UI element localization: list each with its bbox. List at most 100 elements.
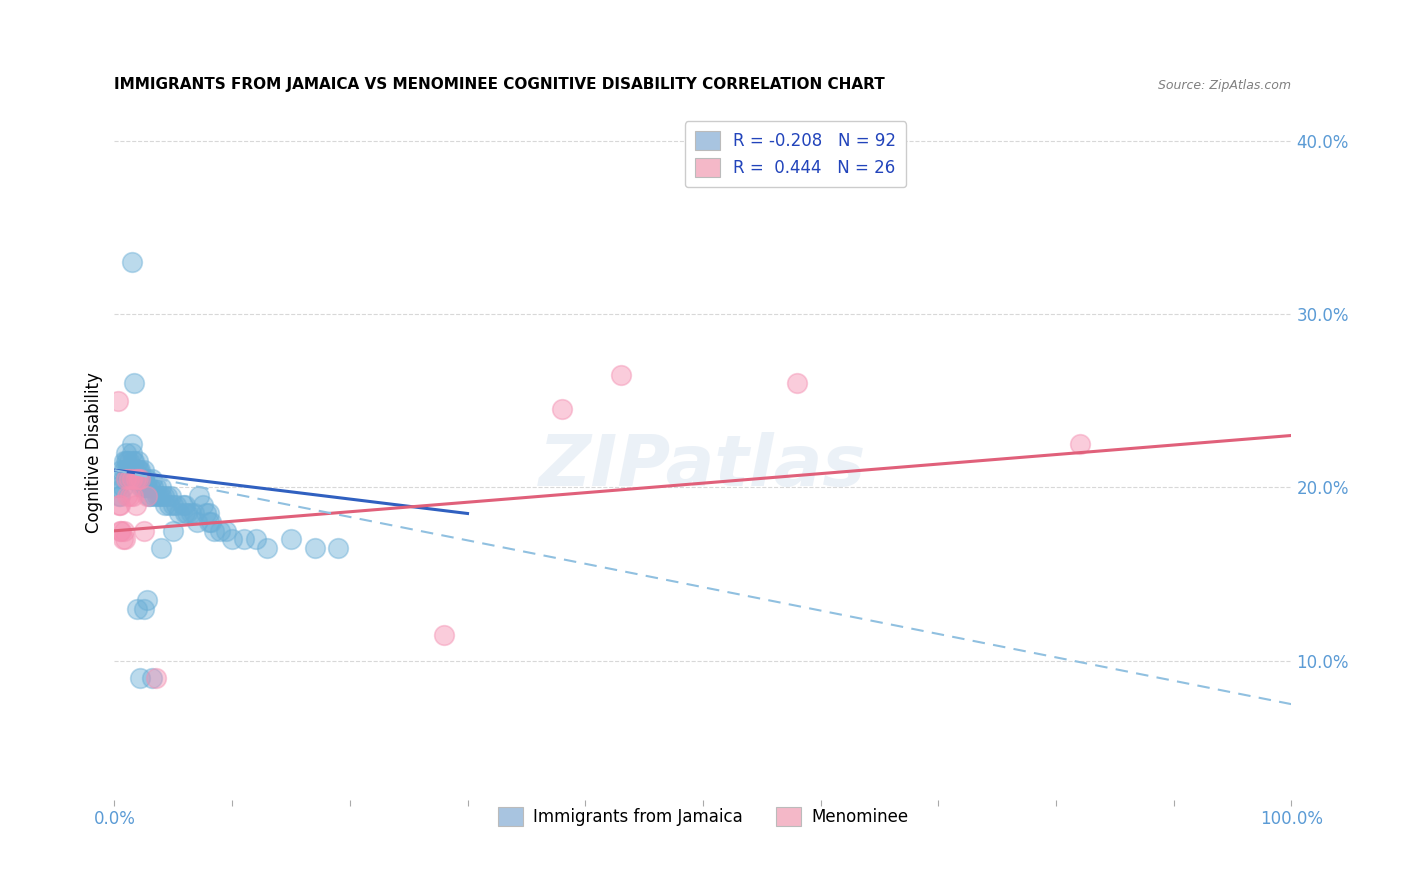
Point: [150, 541, 173, 556]
Point: [141, 472, 163, 486]
Point: [138, 489, 160, 503]
Point: [176, 507, 198, 521]
Point: [117, 463, 139, 477]
Point: [124, 498, 146, 512]
Point: [609, 368, 631, 382]
Point: [153, 498, 176, 512]
Point: [124, 472, 146, 486]
Point: [122, 463, 145, 477]
Point: [326, 541, 349, 556]
Point: [110, 498, 132, 512]
Point: [136, 489, 159, 503]
Point: [156, 489, 179, 503]
Point: [120, 472, 142, 486]
Point: [786, 376, 808, 391]
Point: [148, 489, 170, 503]
Point: [129, 463, 152, 477]
Point: [129, 671, 152, 685]
Point: [117, 463, 139, 477]
Text: Source: ZipAtlas.com: Source: ZipAtlas.com: [1159, 79, 1292, 92]
Point: [112, 463, 135, 477]
Point: [132, 472, 155, 486]
Point: [118, 463, 141, 477]
Point: [111, 472, 134, 486]
Point: [124, 472, 146, 486]
Point: [132, 602, 155, 616]
Point: [110, 463, 132, 477]
Point: [188, 489, 211, 503]
Point: [107, 393, 129, 408]
Point: [127, 472, 149, 486]
Point: [146, 489, 169, 503]
Point: [142, 481, 165, 495]
Point: [121, 255, 143, 269]
Point: [183, 507, 205, 521]
Point: [129, 472, 152, 486]
Point: [132, 524, 155, 538]
Point: [191, 498, 214, 512]
Point: [124, 376, 146, 391]
Point: [108, 498, 131, 512]
Point: [143, 489, 166, 503]
Point: [132, 463, 155, 477]
Point: [118, 489, 141, 503]
Point: [124, 463, 146, 477]
Point: [131, 481, 153, 495]
Point: [111, 481, 134, 495]
Point: [136, 593, 159, 607]
Point: [107, 481, 129, 495]
Text: ZIPatlas: ZIPatlas: [540, 433, 866, 501]
Point: [433, 628, 456, 642]
Point: [160, 489, 183, 503]
Point: [221, 533, 243, 547]
Point: [135, 481, 157, 495]
Point: [153, 489, 176, 503]
Point: [1069, 437, 1091, 451]
Point: [127, 463, 149, 477]
Point: [232, 533, 254, 547]
Point: [197, 515, 219, 529]
Point: [125, 472, 148, 486]
Point: [134, 481, 156, 495]
Point: [136, 481, 159, 495]
Point: [157, 498, 180, 512]
Point: [129, 472, 152, 486]
Point: [115, 446, 138, 460]
Point: [118, 472, 141, 486]
Point: [174, 498, 197, 512]
Point: [121, 437, 143, 451]
Point: [162, 524, 184, 538]
Point: [209, 524, 232, 538]
Point: [167, 507, 190, 521]
Point: [138, 481, 160, 495]
Point: [108, 489, 131, 503]
Point: [128, 463, 150, 477]
Point: [111, 533, 134, 547]
Point: [112, 454, 135, 468]
Point: [124, 454, 146, 468]
Point: [110, 524, 132, 538]
Point: [186, 515, 208, 529]
Point: [162, 498, 184, 512]
Legend: Immigrants from Jamaica, Menominee: Immigrants from Jamaica, Menominee: [491, 801, 915, 833]
Point: [115, 454, 138, 468]
Point: [150, 489, 173, 503]
Point: [138, 489, 160, 503]
Point: [114, 533, 136, 547]
Text: IMMIGRANTS FROM JAMAICA VS MENOMINEE COGNITIVE DISABILITY CORRELATION CHART: IMMIGRANTS FROM JAMAICA VS MENOMINEE COG…: [114, 78, 886, 93]
Point: [117, 454, 139, 468]
Point: [145, 481, 167, 495]
Point: [256, 541, 278, 556]
Point: [245, 533, 267, 547]
Point: [117, 489, 139, 503]
Point: [117, 472, 139, 486]
Point: [174, 507, 197, 521]
Point: [145, 671, 167, 685]
Point: [200, 515, 222, 529]
Y-axis label: Cognitive Disability: Cognitive Disability: [86, 372, 103, 533]
Point: [197, 507, 219, 521]
Point: [112, 524, 135, 538]
Point: [124, 463, 146, 477]
Point: [128, 472, 150, 486]
Point: [121, 446, 143, 460]
